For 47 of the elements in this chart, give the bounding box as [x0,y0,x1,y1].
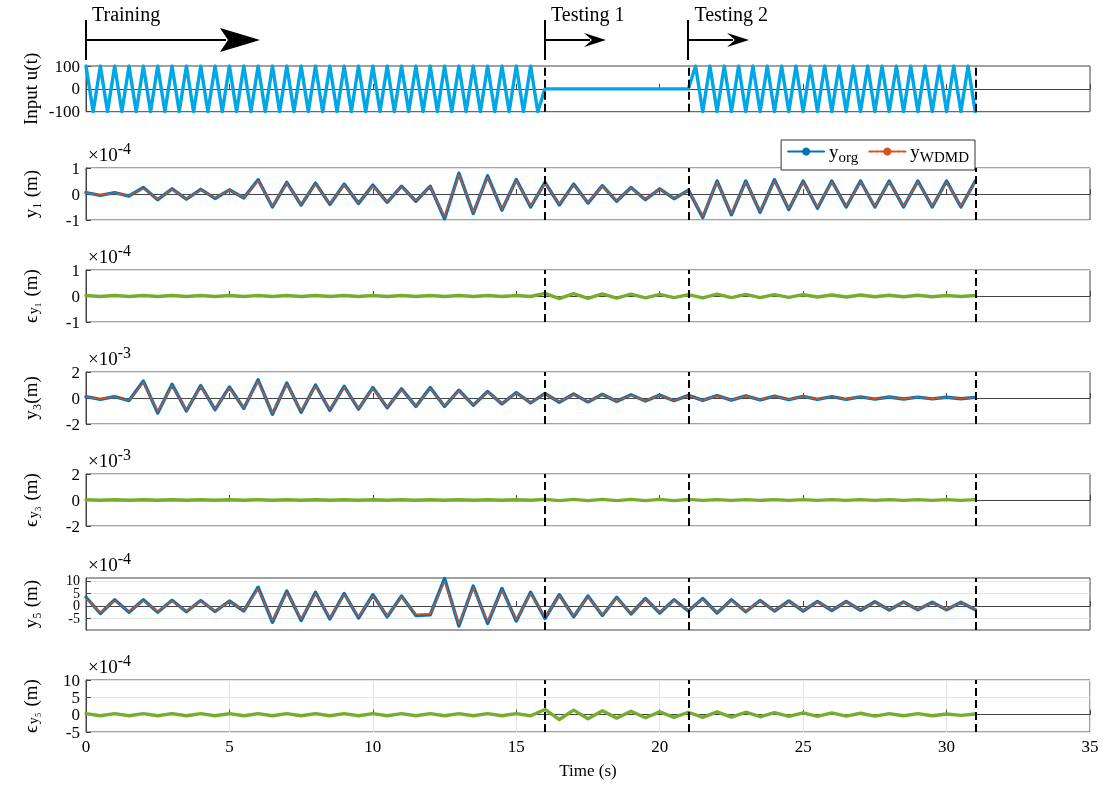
y-tick-label: 0 [71,705,80,725]
y-tick-label: 0 [71,286,80,306]
text: Testing 1 [550,3,625,25]
y-axis-title: y₅ (m) [20,579,42,629]
y-tick-label: -100 [48,102,80,122]
text: ×10$^{-4}$ [88,550,131,576]
y-tick-label: 0 [71,388,80,408]
y-tick-label: 100 [54,56,80,76]
y-axis-title: y₃(m) [20,376,42,420]
y-tick-label: 2 [71,464,80,484]
y-tick-label: 0 [71,490,80,510]
y-tick-label: -2 [65,414,80,434]
y-tick-label: -1 [65,312,80,332]
y-tick-label: -5 [68,610,80,626]
y-tick-label: -1 [65,210,80,230]
y-tick-label: 1 [71,158,80,178]
y-tick-label: 5 [73,585,80,601]
y-tick-label: 0 [71,79,80,99]
y-axis-title: ϵy₃ (m) [20,473,42,527]
x-tick-label: 30 [938,737,956,756]
text: Training [92,3,161,25]
y-tick-label: -5 [65,722,80,742]
x-tick-label: 10 [364,737,382,756]
x-axis-title: Time (s) [559,761,617,780]
text: ×10$^{-4}$ [88,652,131,678]
y-tick-label: 5 [71,687,80,707]
y-tick-label: 0 [73,598,80,613]
text: Testing 2 [694,3,768,25]
y-axis-title: ϵy₁ (m) [20,269,42,323]
x-tick-label: 25 [794,737,812,756]
y-tick-label: 0 [71,184,80,204]
x-tick-label: 20 [651,737,669,756]
y-axis-title: Input u(t) [20,52,42,125]
y-tick-label: 10 [63,670,80,690]
y-tick-label: 10 [66,573,80,588]
text: ×10$^{-4}$ [88,242,131,268]
x-tick-label: 5 [225,737,234,756]
y-tick-label: -2 [65,516,80,536]
x-tick-label: 35 [1081,737,1099,756]
y-tick-label: 2 [71,362,80,382]
y-axis-title: ϵy₅ (m) [20,679,42,733]
y-axis-title: y₁ (m) [20,169,42,219]
y-tick-label: 1 [71,260,80,280]
text: ×10$^{-3}$ [88,446,131,472]
text: ×10$^{-3}$ [88,344,131,370]
text: ×10$^{-4}$ [88,140,131,166]
x-tick-label: 15 [507,737,525,756]
